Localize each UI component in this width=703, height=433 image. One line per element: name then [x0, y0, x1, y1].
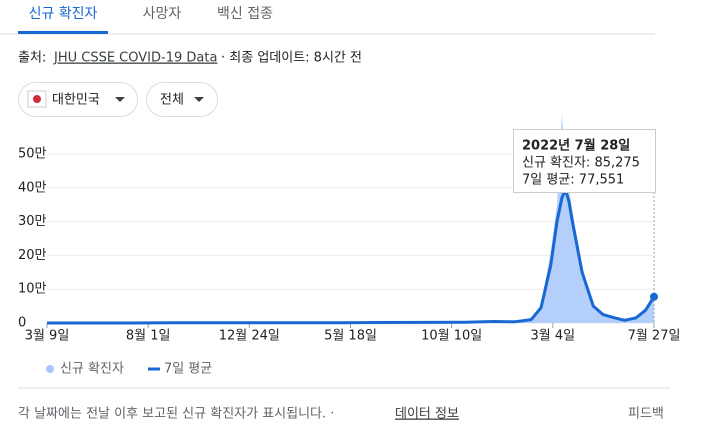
dropdown-arrow	[194, 97, 204, 102]
legend-swatch	[46, 365, 54, 373]
feedback[interactable]: 피드백	[628, 407, 664, 422]
x-tick-label: 8월 1일	[126, 329, 171, 344]
legend-label: 신규 확진자	[60, 362, 124, 377]
hover-dot	[650, 292, 658, 301]
y-tick-label: 0	[18, 316, 26, 331]
average-line	[47, 188, 656, 325]
tab-indicator	[18, 31, 108, 34]
region-label: 전체	[160, 93, 184, 108]
tooltip-date: 2022년 7월 28일	[522, 138, 630, 154]
tab-active[interactable]: 신규 확진자	[29, 6, 98, 22]
y-tick-label: 20만	[18, 248, 47, 263]
country-label: 대한민국	[52, 93, 100, 108]
country-dropdown[interactable]	[18, 82, 138, 117]
footer-link[interactable]: 데이터 정보	[395, 407, 459, 422]
source-link[interactable]: JHU CSSE COVID-19 Data	[53, 51, 217, 66]
x-tick-label: 5월 18일	[324, 329, 377, 344]
legend-label: 7일 평균	[164, 362, 212, 377]
x-tick-label: 7월 27일	[628, 329, 681, 344]
y-tick-label: 40만	[18, 180, 47, 195]
tab[interactable]: 백신 접종	[217, 6, 273, 22]
x-tick-label: 12월 24일	[219, 329, 280, 344]
tab[interactable]: 사망자	[143, 6, 182, 22]
y-tick-label: 30만	[18, 214, 47, 229]
tooltip-box	[513, 129, 656, 193]
y-tick-label: 50만	[18, 147, 47, 162]
y-tick-label: 10만	[18, 282, 47, 297]
x-tick-label: 3월 4일	[531, 329, 576, 344]
x-tick-label: 3월 9일	[25, 329, 70, 344]
tooltip-line: 신규 확진자: 85,275	[522, 156, 640, 171]
flag-emblem	[33, 95, 41, 103]
dropdown-arrow	[115, 97, 125, 102]
tooltip-line: 7일 평균: 77,551	[522, 173, 624, 188]
legend: 신규 확진자 7일 평균	[46, 362, 212, 377]
source-prefix: 출처:	[18, 51, 46, 66]
chart: 0 10만 20만 30만 40만 50만 3월 9일 8월 1일 12월 24일 5월 18일 1…	[18, 113, 681, 344]
footer-note: 각 날짜에는 전날 이후 보고된 신규 확진자가 표시됩니다. ·	[18, 407, 334, 422]
x-tick-label: 10월 10일	[421, 329, 482, 344]
region-dropdown[interactable]	[146, 82, 218, 117]
tooltip: 2022년 7월 28일 신규 확진자: 85,275 7일 평균: 77,55…	[513, 129, 656, 193]
update-text: · 최종 업데이트: 8시간 전	[221, 51, 362, 66]
